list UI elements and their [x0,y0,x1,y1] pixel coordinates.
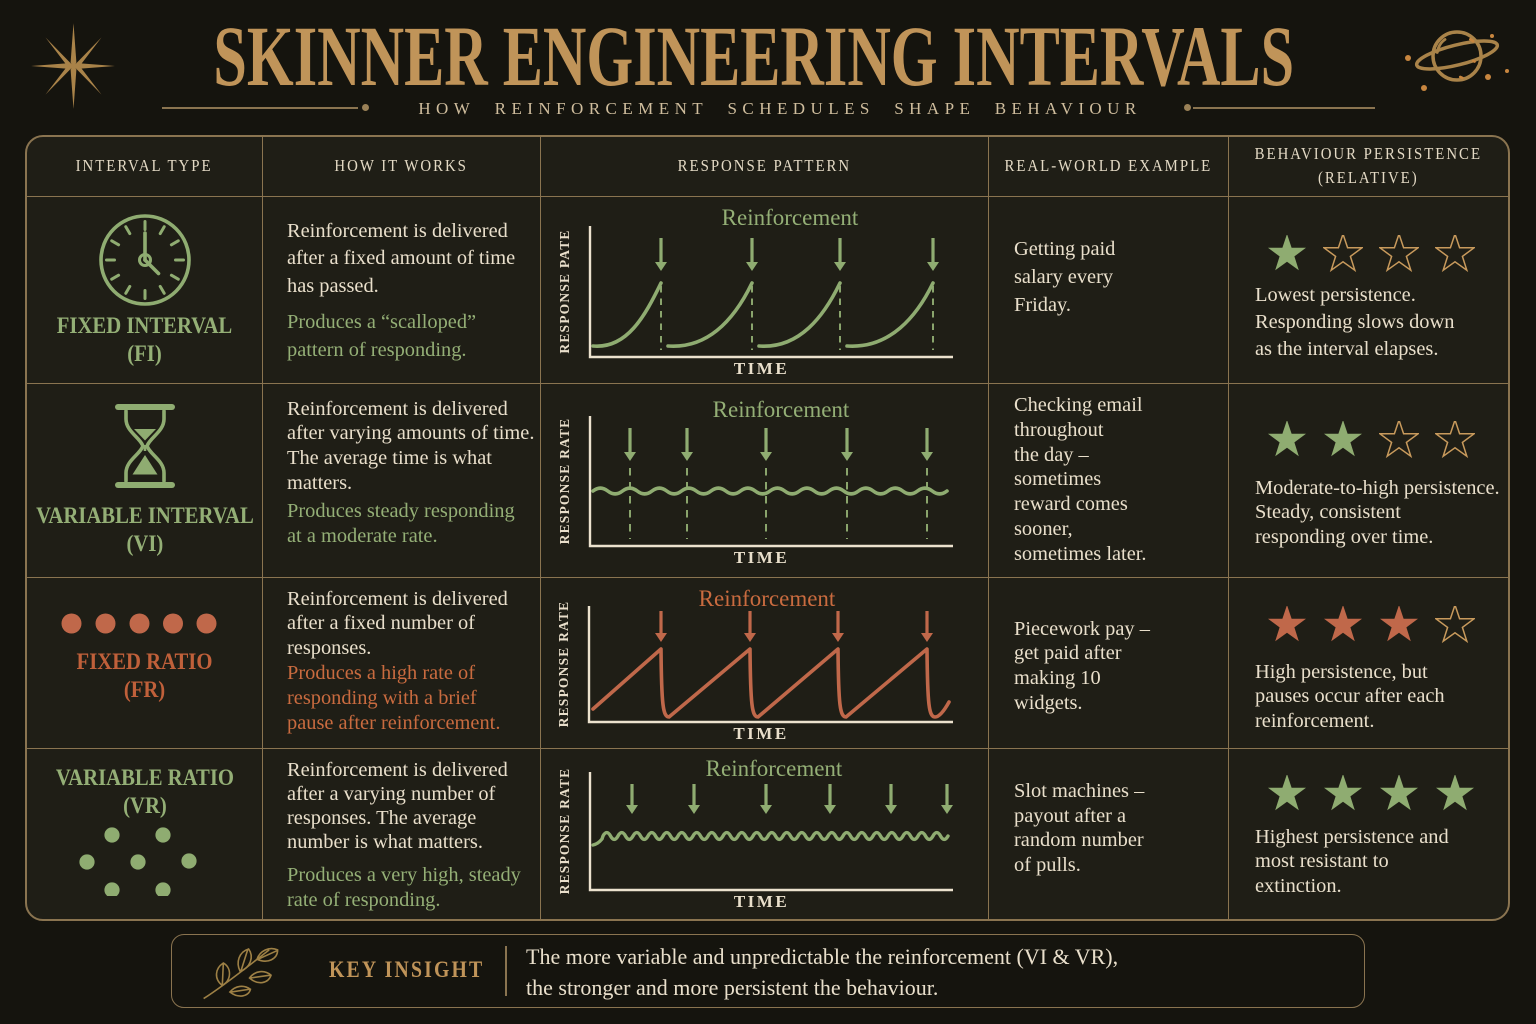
svg-text:RESPONSE RATE: RESPONSE RATE [556,600,571,727]
svg-text:RESPONSE RATE: RESPONSE RATE [557,768,572,895]
svg-text:TIME: TIME [734,892,789,911]
svg-text:TIME: TIME [733,724,788,743]
svg-text:Reinforcement: Reinforcement [713,397,850,422]
svg-text:RESPONSE RATE: RESPONSE RATE [557,417,572,544]
svg-text:TIME: TIME [734,359,789,378]
svg-text:RESPONSE PATE: RESPONSE PATE [557,229,572,353]
svg-text:Reinforcement: Reinforcement [722,205,859,230]
svg-text:Reinforcement: Reinforcement [699,586,836,611]
svg-text:Reinforcement: Reinforcement [706,756,843,781]
svg-text:TIME: TIME [734,548,789,567]
